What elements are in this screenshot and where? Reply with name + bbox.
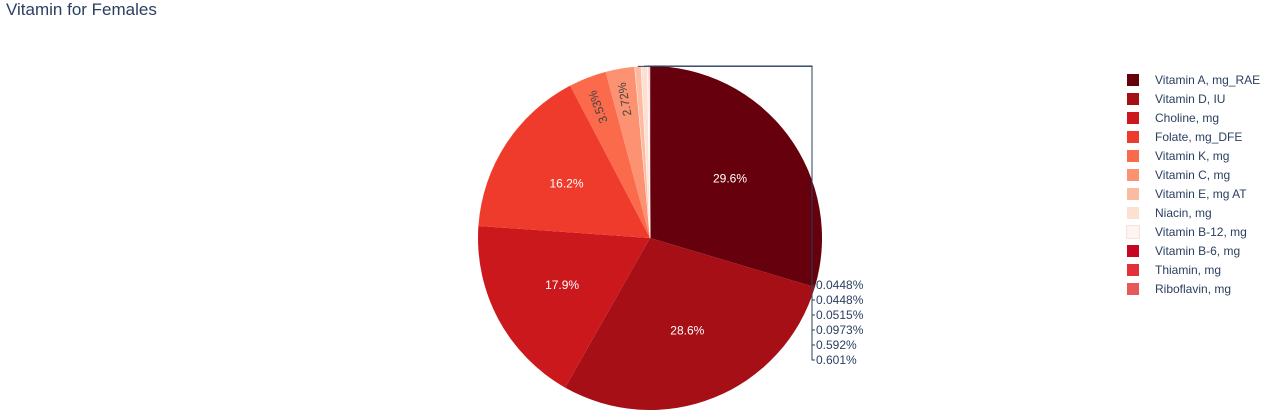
pie-slice[interactable] — [477, 225, 650, 388]
chart-title: Vitamin for Females — [6, 0, 157, 19]
legend-label: Vitamin C, mg — [1155, 167, 1231, 182]
legend-label: Vitamin K, mg — [1155, 148, 1230, 163]
legend-item[interactable]: Vitamin E, mg AT — [1124, 184, 1279, 203]
slice-label: 0.0448% — [816, 278, 864, 292]
legend-swatch — [1127, 73, 1139, 86]
legend-item[interactable]: Vitamin K, mg — [1124, 146, 1279, 165]
legend-item[interactable]: Vitamin C, mg — [1124, 165, 1279, 184]
legend-label: Folate, mg_DFE — [1155, 129, 1243, 144]
legend-label: Vitamin D, IU — [1155, 91, 1226, 106]
legend-swatch — [1127, 244, 1139, 257]
legend-swatch — [1127, 111, 1139, 124]
legend-swatch — [1127, 282, 1139, 295]
legend-swatch — [1127, 263, 1139, 276]
slice-label: 0.601% — [816, 353, 857, 367]
slice-label: 0.592% — [816, 338, 857, 352]
legend-item[interactable]: Thiamin, mg — [1124, 260, 1279, 279]
legend-swatch — [1127, 168, 1139, 181]
legend-label: Niacin, mg — [1155, 205, 1212, 220]
legend-swatch — [1127, 187, 1139, 200]
slice-label: 17.9% — [545, 278, 579, 292]
legend-label: Vitamin B-6, mg — [1155, 243, 1241, 258]
legend-label: Riboflavin, mg — [1155, 281, 1232, 296]
legend-item[interactable]: Vitamin B-12, mg — [1124, 222, 1279, 241]
pie-slices — [477, 65, 823, 410]
legend-label: Choline, mg — [1155, 110, 1220, 125]
legend-swatch — [1126, 224, 1140, 239]
legend-item[interactable]: Folate, mg_DFE — [1124, 127, 1279, 146]
legend-swatch — [1127, 149, 1139, 162]
legend: Vitamin A, mg_RAE Vitamin D, IU Choline, m… — [1124, 70, 1279, 298]
legend-item[interactable]: Vitamin D, IU — [1124, 89, 1279, 108]
legend-swatch — [1127, 206, 1139, 219]
legend-item[interactable]: Niacin, mg — [1124, 203, 1279, 222]
slice-label: 29.6% — [713, 171, 747, 185]
slice-label: 16.2% — [549, 176, 583, 190]
slice-label: 2.72% — [615, 81, 635, 117]
outside-slice-labels: 0.601%0.592%0.0973%0.0515%0.0448%0.0448% — [637, 65, 864, 367]
slice-label: 0.0515% — [816, 308, 864, 322]
legend-label: Vitamin A, mg_RAE — [1155, 72, 1261, 87]
slice-label: 28.6% — [670, 324, 704, 338]
legend-label: Vitamin B-12, mg — [1155, 224, 1247, 239]
leader-line — [649, 65, 815, 286]
legend-swatch — [1127, 130, 1139, 143]
pie-slice[interactable] — [478, 85, 650, 239]
pie-slice[interactable] — [565, 238, 815, 410]
legend-item[interactable]: Riboflavin, mg — [1124, 279, 1279, 298]
slice-label: 0.0973% — [816, 323, 864, 337]
pie-slice[interactable] — [570, 71, 650, 238]
legend-item[interactable]: Choline, mg — [1124, 108, 1279, 127]
pie-slice[interactable] — [605, 66, 650, 238]
legend-label: Thiamin, mg — [1155, 262, 1222, 277]
legend-swatch — [1127, 92, 1139, 105]
slice-label: 0.0448% — [816, 293, 864, 307]
legend-item[interactable]: Vitamin A, mg_RAE — [1124, 70, 1279, 89]
legend-item[interactable]: Vitamin B-6, mg — [1124, 241, 1279, 260]
pie-slice[interactable] — [650, 66, 823, 288]
legend-label: Vitamin E, mg AT — [1155, 186, 1247, 201]
